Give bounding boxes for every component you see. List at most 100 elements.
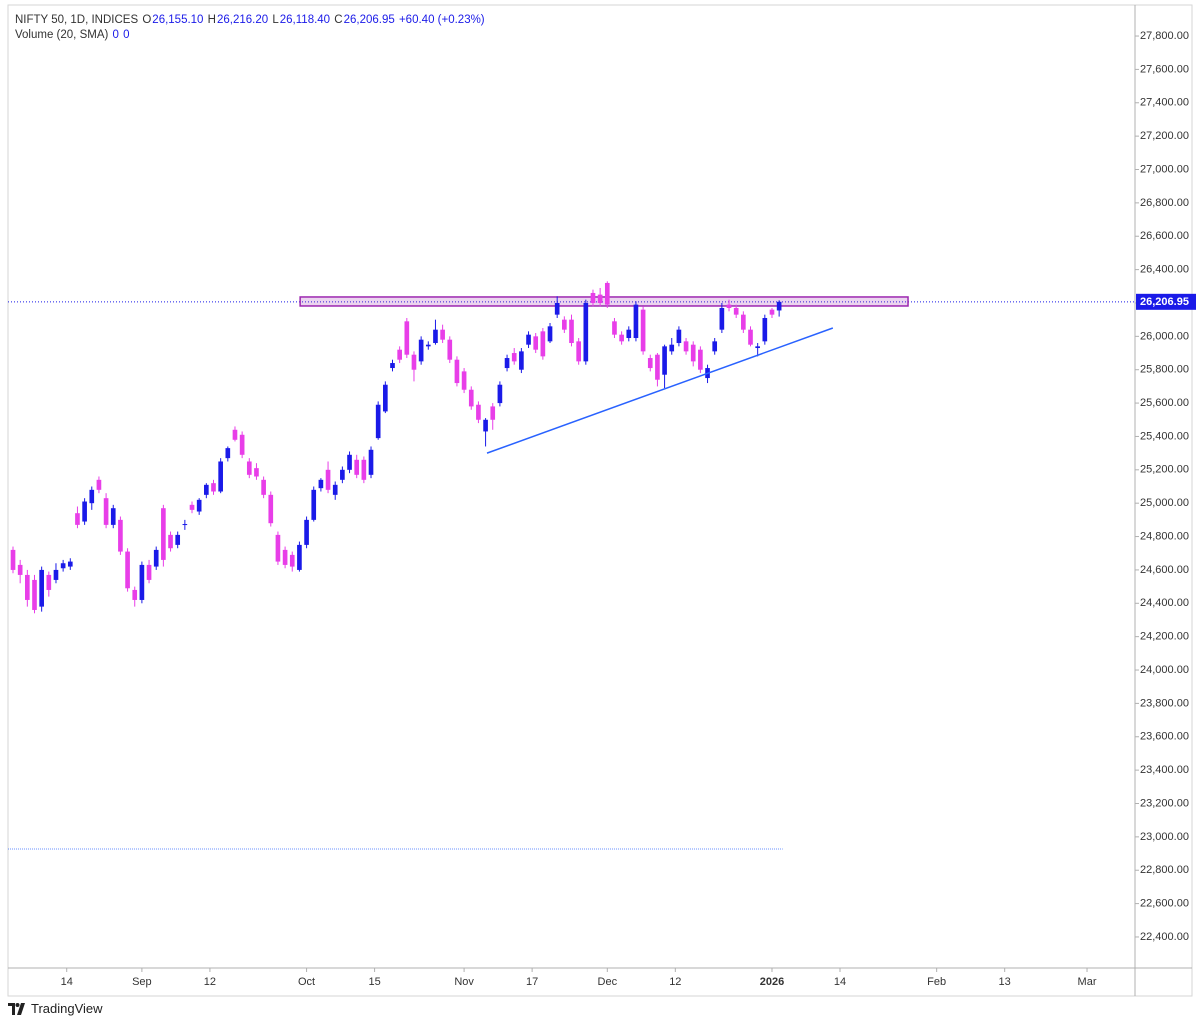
candle-body: [110, 508, 116, 525]
candle-body: [554, 302, 560, 315]
candle-body: [526, 334, 531, 345]
candle-body: [146, 564, 152, 580]
candle-body: [540, 331, 546, 357]
candle-body: [762, 317, 768, 342]
y-tick-label: 26,600.00: [1140, 230, 1189, 242]
candle-body: [182, 524, 188, 526]
candle-body: [404, 321, 410, 355]
candle-body: [125, 551, 130, 589]
y-tick-label: 27,800.00: [1140, 30, 1189, 42]
candle-body: [497, 384, 503, 404]
ohlc-value: 26,206.95: [343, 14, 395, 26]
ohlc-value: 26,118.40: [279, 14, 331, 26]
candle-body: [562, 319, 567, 330]
candle-body: [504, 358, 510, 369]
candle-body: [282, 549, 288, 565]
candle-body: [425, 344, 431, 347]
plot: [8, 281, 1135, 850]
x-tick-label: 15: [368, 976, 380, 988]
candle-body: [461, 371, 467, 390]
x-tick-label: Mar: [1078, 976, 1097, 988]
x-tick-label: 12: [204, 976, 216, 988]
candle-body: [433, 329, 438, 344]
y-tick-label: 22,600.00: [1140, 898, 1189, 910]
candle-body: [25, 574, 30, 600]
y-tick-label: 27,400.00: [1140, 97, 1189, 109]
candle-body: [375, 404, 381, 439]
candle-body: [612, 321, 617, 335]
legend-row: Volume (20, SMA) 0 0: [15, 28, 486, 43]
candle-body: [304, 519, 309, 545]
candle-body: [533, 336, 539, 350]
candle-body: [189, 504, 195, 510]
candle-body: [232, 429, 238, 440]
y-tick-label: 25,200.00: [1140, 464, 1189, 476]
ohlc-key: L: [272, 14, 279, 26]
y-tick-label: 27,600.00: [1140, 63, 1189, 75]
y-tick-label: 23,000.00: [1140, 831, 1189, 843]
x-tick-label: 2026: [760, 976, 784, 988]
candle-body: [75, 513, 80, 525]
candle-body: [440, 329, 445, 340]
y-tick-label: 25,600.00: [1140, 397, 1189, 409]
candle-body: [569, 319, 574, 344]
candle-body: [103, 498, 109, 525]
candle-body: [204, 484, 209, 495]
candle-body: [60, 563, 66, 569]
candle-body: [340, 469, 345, 480]
candle-body: [483, 419, 488, 432]
candle-body: [468, 389, 474, 407]
change: +60.40 (+0.23%): [398, 14, 485, 26]
x-tick-label: Oct: [298, 976, 315, 988]
candle-body: [211, 483, 216, 492]
candle-body: [733, 307, 739, 315]
y-tick-label: 24,400.00: [1140, 597, 1189, 609]
y-tick-label: 22,800.00: [1140, 864, 1189, 876]
frame: [7, 4, 1193, 997]
candle-body: [411, 354, 417, 370]
candle-body: [39, 569, 44, 607]
y-tick-label: 24,800.00: [1140, 530, 1189, 542]
candle-body: [590, 292, 596, 303]
x-tick-label: Nov: [454, 976, 474, 988]
candle-body: [318, 479, 324, 489]
brand: TradingView: [31, 1001, 103, 1016]
candle-body: [547, 326, 553, 342]
y-tick-label: 23,200.00: [1140, 797, 1189, 809]
volume-value: 0: [123, 29, 130, 41]
candle-body: [32, 579, 37, 610]
candle-body: [748, 329, 753, 345]
candle-body: [647, 358, 653, 369]
candle-body: [225, 448, 231, 459]
volume-label: Volume (20, SMA): [15, 29, 109, 41]
candle-body: [17, 564, 23, 575]
candle-body: [698, 349, 703, 370]
candle-body: [118, 519, 123, 552]
candle-body: [96, 479, 102, 490]
candle-body: [397, 349, 402, 360]
candle-body: [726, 304, 732, 308]
candle-body: [683, 341, 689, 352]
candle-body: [275, 534, 281, 562]
candle-body: [10, 549, 16, 570]
footer: TradingView: [8, 1001, 103, 1016]
candle-body: [583, 302, 589, 362]
candle-body: [175, 534, 181, 545]
volume-value: 0: [112, 29, 119, 41]
y-tick-label: 26,400.00: [1140, 264, 1189, 276]
candle-body: [311, 489, 317, 520]
last-price-label: 26,206.95: [1140, 296, 1189, 308]
x-tick-label: Sep: [132, 976, 152, 988]
x-tick-label: 13: [999, 976, 1011, 988]
ohlc-key: O: [142, 14, 152, 26]
x-tick-label: 14: [834, 976, 846, 988]
candle-body: [619, 334, 624, 342]
candle-body: [755, 346, 760, 349]
candle-body: [297, 544, 302, 570]
y-tick-label: 25,800.00: [1140, 364, 1189, 376]
candle-body: [89, 489, 95, 504]
candle-body: [626, 329, 632, 339]
x-tick-label: 12: [669, 976, 681, 988]
candle-body: [347, 454, 352, 470]
candle-body: [490, 406, 496, 420]
